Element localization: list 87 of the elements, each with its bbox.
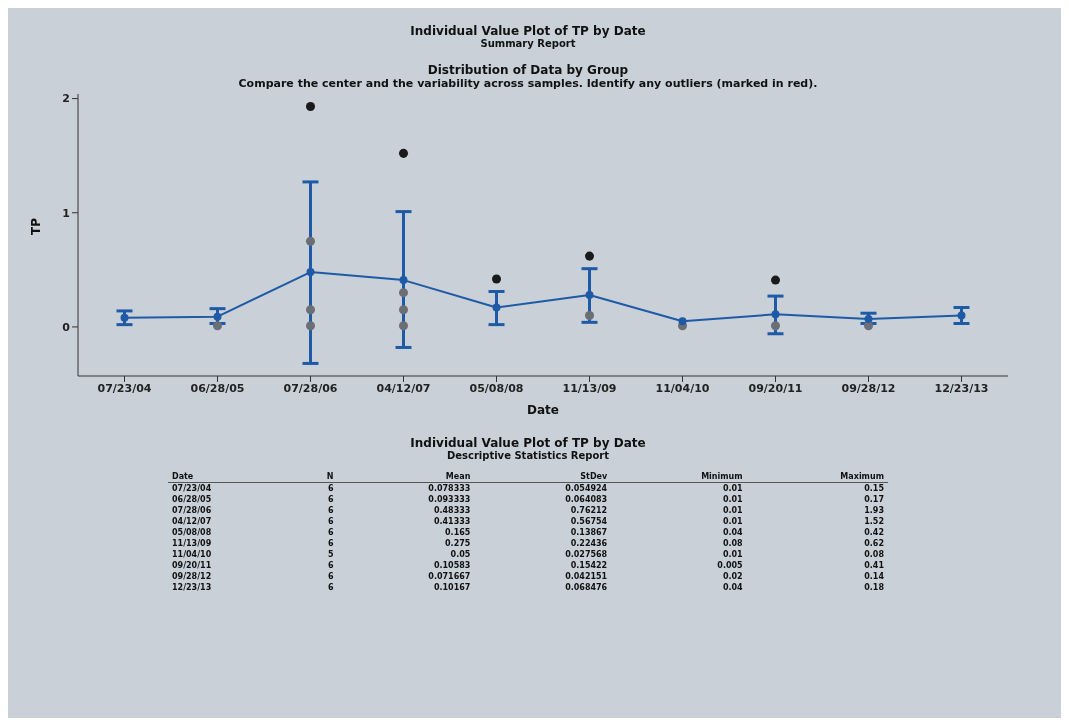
data-label: 0.165 bbox=[444, 527, 472, 538]
data-label: 0.41333 bbox=[432, 516, 472, 527]
category-label: 11/04/10 bbox=[172, 550, 212, 559]
data-label: 0.14 bbox=[863, 571, 885, 582]
y-tick-label: 1 bbox=[62, 206, 70, 220]
data-label: 6 bbox=[326, 483, 335, 494]
text: Descriptive Statistics Report bbox=[446, 450, 610, 461]
x-tick-label: 04/12/07 bbox=[376, 381, 431, 395]
data-label: 0.08 bbox=[721, 538, 744, 549]
data-label: 0.18 bbox=[863, 582, 885, 593]
data-label: 0.068476 bbox=[564, 582, 609, 593]
x-tick-label: 11/04/10 bbox=[655, 381, 710, 395]
text: N bbox=[326, 472, 334, 481]
data-label: 0.62 bbox=[863, 538, 885, 549]
x-tick-label: 07/28/06 bbox=[283, 381, 338, 395]
text: StDev bbox=[580, 472, 608, 481]
data-label: 0.76212 bbox=[569, 505, 609, 516]
data-label: 0.15 bbox=[863, 483, 885, 494]
y-tick-label: 2 bbox=[62, 92, 70, 106]
category-label: 12/23/13 bbox=[172, 583, 212, 592]
data-label: 6 bbox=[326, 571, 335, 582]
data-label: 0.48333 bbox=[432, 505, 472, 516]
chart-subtitle: Summary Report bbox=[480, 38, 576, 49]
data-label: 0.093333 bbox=[427, 494, 472, 505]
x-tick-label: 06/28/05 bbox=[190, 381, 245, 395]
data-label: 0.275 bbox=[444, 538, 472, 549]
data-label: 0.10167 bbox=[432, 582, 472, 593]
x-tick-label: 11/13/09 bbox=[562, 381, 617, 395]
data-label: 0.10583 bbox=[432, 560, 472, 571]
data-label: 0.56754 bbox=[569, 516, 609, 527]
data-label: 0.078333 bbox=[427, 483, 472, 494]
data-label: 0.071667 bbox=[427, 571, 472, 582]
data-label: 0.15422 bbox=[569, 560, 609, 571]
data-label: 0.04 bbox=[721, 527, 744, 538]
data-label: 0.17 bbox=[863, 494, 885, 505]
data-label: 6 bbox=[326, 560, 335, 571]
data-label: 0.027568 bbox=[564, 549, 609, 560]
data-label: 6 bbox=[326, 494, 335, 505]
data-label: 0.04 bbox=[721, 582, 744, 593]
category-label: 06/28/05 bbox=[172, 495, 212, 504]
data-label: 0.01 bbox=[721, 505, 744, 516]
text: Maximum bbox=[840, 472, 884, 481]
data-label: 0.08 bbox=[863, 549, 885, 560]
data-label: 0.064083 bbox=[564, 494, 609, 505]
data-label: 0.22436 bbox=[569, 538, 609, 549]
data-label: 0.13867 bbox=[569, 527, 609, 538]
data-label: 6 bbox=[326, 582, 335, 593]
text: Compare the center and the variability across samples. Identify any outliers (marked in red). bbox=[238, 77, 818, 90]
data-label: 0.01 bbox=[721, 549, 744, 560]
category-label: 09/20/11 bbox=[172, 561, 212, 570]
chart-title: Individual Value Plot of TP by Date bbox=[410, 24, 646, 38]
text: Distribution of Data by Group bbox=[427, 63, 629, 77]
data-label: 0.01 bbox=[721, 483, 744, 494]
data-label: 0.042151 bbox=[564, 571, 609, 582]
data-label: 1.52 bbox=[863, 516, 885, 527]
data-label: 0.054924 bbox=[564, 483, 609, 494]
text: Individual Value Plot of TP by Date bbox=[410, 436, 646, 450]
data-label: 0.05 bbox=[449, 549, 472, 560]
data-label: 5 bbox=[326, 549, 335, 560]
data-label: 6 bbox=[326, 505, 335, 516]
y-axis-title: TP bbox=[29, 217, 44, 235]
text: Date bbox=[172, 472, 194, 481]
data-label: 0.01 bbox=[721, 516, 744, 527]
data-label: 6 bbox=[326, 538, 335, 549]
data-label: 6 bbox=[326, 516, 335, 527]
x-tick-label: 07/23/04 bbox=[97, 381, 152, 395]
data-label: 6 bbox=[326, 527, 335, 538]
category-label: 07/23/04 bbox=[172, 484, 212, 493]
x-tick-label: 09/20/11 bbox=[748, 381, 803, 395]
data-label: 0.41 bbox=[863, 560, 885, 571]
category-label: 05/08/08 bbox=[172, 528, 212, 537]
y-tick-label: 0 bbox=[62, 320, 71, 334]
category-label: 11/13/09 bbox=[172, 539, 212, 548]
data-label: 0.02 bbox=[721, 571, 744, 582]
text: Mean bbox=[445, 472, 471, 481]
x-axis-title: Date bbox=[527, 403, 559, 417]
x-tick-label: 05/08/08 bbox=[469, 381, 524, 395]
data-label: 0.01 bbox=[721, 494, 744, 505]
data-label: 0.42 bbox=[863, 527, 885, 538]
category-label: 04/12/07 bbox=[172, 517, 212, 526]
data-label: 1.93 bbox=[863, 505, 885, 516]
x-tick-label: 12/23/13 bbox=[934, 381, 989, 395]
category-label: 07/28/06 bbox=[172, 506, 212, 515]
data-label: 0.005 bbox=[716, 560, 744, 571]
category-label: 09/28/12 bbox=[172, 572, 212, 581]
x-tick-label: 09/28/12 bbox=[841, 381, 896, 395]
text: Minimum bbox=[701, 472, 743, 481]
